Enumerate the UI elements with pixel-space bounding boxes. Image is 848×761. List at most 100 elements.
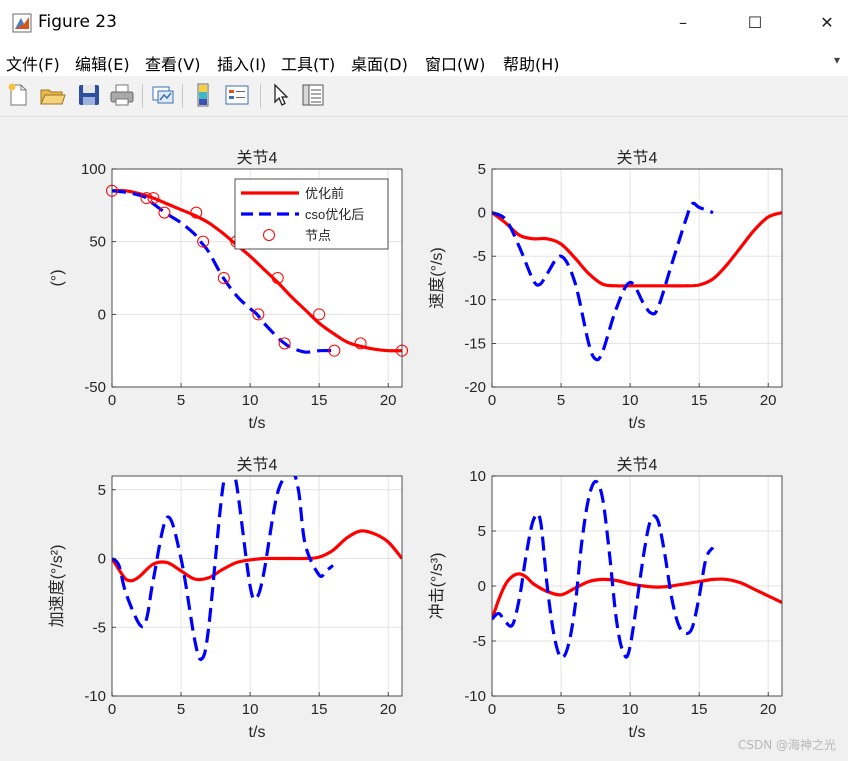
subplot-3: 0 5 10 15 20 -10 -5 0 5 关节4 t/s 加速度(°/s²) — [48, 456, 403, 741]
x-tick-label: 15 — [691, 392, 708, 409]
x-axis-label: t/s — [249, 415, 266, 432]
series-1-before-line — [112, 529, 402, 583]
x-tick-label: 5 — [557, 701, 565, 718]
x-tick-label: 10 — [242, 701, 259, 718]
menu-view[interactable]: 查看(V) — [145, 55, 201, 74]
series-2-cso-line — [492, 201, 714, 362]
y-tick-label: 0 — [98, 306, 106, 323]
y-tick-label: 5 — [478, 523, 486, 540]
legend-label: cso优化后 — [305, 207, 364, 222]
legend-node-marker — [263, 229, 275, 241]
x-tick-label: 15 — [691, 701, 708, 718]
toolbar-separator — [142, 84, 143, 108]
menu-help[interactable]: 帮助(H) — [503, 55, 560, 74]
series-2-cso-line — [492, 479, 715, 660]
y-tick-label: 50 — [89, 234, 106, 251]
legend-label: 节点 — [305, 228, 331, 243]
subplot-4: 0 5 10 15 20 -10 -5 0 5 10 关节4 t/s 冲击(°/s³) — [428, 456, 783, 741]
axes-box — [491, 168, 783, 388]
series-2-cso-line — [112, 476, 334, 662]
subplot-2: 0 5 10 15 20 -20 -15 -10 -5 0 5 关节4 t/s 速度(°/s) — [428, 149, 783, 432]
node-marker — [158, 206, 171, 219]
node-marker — [328, 344, 341, 357]
close-button[interactable]: ✕ — [820, 13, 834, 32]
menu-tools[interactable]: 工具(T) — [281, 55, 336, 74]
y-tick-label: 5 — [478, 161, 486, 178]
y-axis-label: 速度(°/s) — [428, 247, 446, 309]
node-marker — [147, 192, 160, 205]
x-tick-label: 5 — [177, 392, 185, 409]
window-title: Figure 23 — [38, 12, 117, 32]
save-icon[interactable] — [75, 81, 103, 109]
menu-edit[interactable]: 编辑(E) — [75, 55, 130, 74]
x-tick-label: 0 — [488, 392, 496, 409]
y-tick-label: -10 — [84, 688, 106, 705]
y-tick-label: 10 — [469, 468, 486, 485]
x-tick-label: 5 — [177, 701, 185, 718]
print-icon[interactable] — [108, 81, 136, 109]
x-tick-label: 15 — [311, 701, 328, 718]
x-tick-label: 10 — [622, 392, 639, 409]
node-marker — [354, 337, 367, 350]
x-tick-label: 10 — [622, 701, 639, 718]
x-axis-label: t/s — [249, 724, 266, 741]
x-tick-label: 20 — [380, 701, 397, 718]
menu-desktop[interactable]: 桌面(D) — [351, 55, 408, 74]
node-marker — [278, 337, 291, 350]
link-plot-icon[interactable] — [149, 81, 177, 109]
x-tick-label: 20 — [760, 701, 777, 718]
x-tick-label: 15 — [311, 392, 328, 409]
menu-window[interactable]: 窗口(W) — [425, 55, 486, 74]
node-marker — [140, 192, 153, 205]
y-axis-label: 加速度(°/s²) — [48, 545, 66, 628]
title-bar: Figure 23 – ☐ ✕ — [0, 0, 848, 46]
menu-bar: 文件(F) 编辑(E) 查看(V) 插入(I) 工具(T) 桌面(D) 窗口(W… — [0, 46, 848, 76]
watermark: CSDN @海神之光 — [737, 738, 836, 752]
y-tick-label: -20 — [464, 379, 486, 396]
menu-file[interactable]: 文件(F) — [6, 55, 60, 74]
y-tick-label: 100 — [81, 161, 106, 178]
legend-label: 优化前 — [305, 186, 344, 201]
toolbar — [0, 76, 848, 117]
axes-box — [111, 168, 403, 388]
toolbar-separator — [182, 84, 183, 108]
series-1-before-line — [492, 211, 782, 288]
y-tick-label: -5 — [93, 619, 106, 636]
y-tick-label: -10 — [464, 688, 486, 705]
matlab-figure-icon — [12, 13, 32, 33]
x-tick-label: 5 — [557, 392, 565, 409]
x-tick-label: 20 — [380, 392, 397, 409]
x-tick-label: 0 — [108, 392, 116, 409]
axes-title: 关节4 — [617, 149, 658, 167]
menu-insert[interactable]: 插入(I) — [217, 55, 267, 74]
axes-title: 关节4 — [617, 456, 658, 474]
axes-title: 关节4 — [237, 456, 278, 474]
minimize-button[interactable]: – — [679, 13, 687, 32]
colorbar-icon[interactable] — [189, 81, 217, 109]
plot-area — [492, 169, 782, 387]
plot-area — [112, 476, 402, 696]
series-1-before-line — [492, 572, 782, 620]
x-axis-label: t/s — [629, 415, 646, 432]
node-marker — [197, 235, 210, 248]
y-tick-label: -5 — [473, 633, 486, 650]
maximize-button[interactable]: ☐ — [747, 13, 763, 32]
figure-canvas: 0 5 10 15 20 -50 0 50 100 关节4 t/s (°) 优化前 cso优化后 节点 0 5 1… — [0, 117, 848, 761]
pointer-icon[interactable] — [266, 81, 294, 109]
open-folder-icon[interactable] — [38, 81, 66, 109]
y-tick-label: -15 — [464, 335, 486, 352]
x-tick-label: 0 — [488, 701, 496, 718]
y-tick-label: 5 — [98, 482, 106, 499]
y-tick-label: -50 — [84, 379, 106, 396]
node-marker — [252, 308, 265, 321]
new-figure-icon[interactable] — [4, 81, 32, 109]
legend-icon[interactable] — [223, 81, 251, 109]
pin-menu-icon[interactable]: ▾ — [833, 53, 840, 67]
y-tick-label: 0 — [478, 578, 486, 595]
y-tick-label: 0 — [478, 205, 486, 222]
axes-box — [111, 475, 403, 697]
property-inspector-icon[interactable] — [299, 81, 327, 109]
